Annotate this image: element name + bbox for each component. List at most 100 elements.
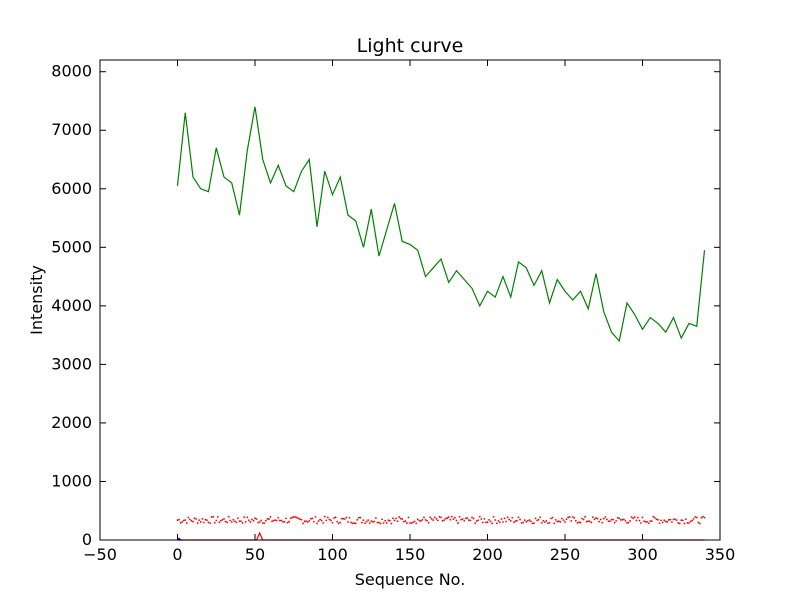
data-point xyxy=(198,519,201,522)
data-point xyxy=(412,521,414,524)
data-point xyxy=(409,522,411,524)
data-point xyxy=(237,517,239,520)
data-point xyxy=(392,517,394,520)
data-point xyxy=(424,518,427,521)
data-point xyxy=(481,521,484,524)
data-point xyxy=(675,519,678,522)
data-point xyxy=(636,516,639,519)
data-point xyxy=(522,521,525,524)
data-point xyxy=(283,521,286,523)
data-point xyxy=(579,521,582,524)
data-point xyxy=(450,515,453,518)
data-point xyxy=(610,518,613,521)
y-tick-label: 8000 xyxy=(51,62,92,81)
data-point xyxy=(525,520,528,523)
data-point xyxy=(543,521,546,523)
data-point xyxy=(230,521,233,523)
data-point xyxy=(204,518,207,521)
data-point xyxy=(333,517,335,519)
data-point xyxy=(548,521,551,524)
data-point xyxy=(468,519,470,521)
data-point xyxy=(275,519,278,522)
x-tick-label: −50 xyxy=(83,545,117,564)
data-point xyxy=(512,521,515,524)
data-point xyxy=(368,522,371,525)
data-point xyxy=(356,518,359,521)
data-point xyxy=(192,520,194,523)
data-point xyxy=(692,517,695,520)
data-point xyxy=(635,519,638,522)
data-point xyxy=(233,520,236,523)
data-point xyxy=(238,520,241,523)
data-point xyxy=(540,521,543,524)
y-tick-label: 4000 xyxy=(51,296,92,315)
data-point xyxy=(437,519,439,522)
data-point xyxy=(325,519,328,522)
data-point xyxy=(571,516,574,518)
data-point xyxy=(258,521,261,523)
data-point xyxy=(419,520,422,522)
data-point xyxy=(674,518,676,520)
x-tick-label: 350 xyxy=(705,545,736,564)
data-point xyxy=(593,518,596,521)
data-point xyxy=(703,516,706,519)
data-point xyxy=(485,521,487,524)
data-point xyxy=(667,519,670,521)
data-point xyxy=(334,516,337,519)
data-point xyxy=(454,516,456,519)
data-point xyxy=(264,519,267,522)
data-point xyxy=(647,522,650,525)
data-point xyxy=(289,517,292,520)
data-point xyxy=(596,517,599,520)
data-point xyxy=(288,520,290,523)
plot-area xyxy=(176,106,706,541)
data-point xyxy=(505,520,507,523)
data-point xyxy=(652,515,655,518)
data-point xyxy=(613,521,616,524)
data-point xyxy=(694,515,697,518)
data-point xyxy=(280,519,283,522)
data-point xyxy=(269,516,272,518)
data-point xyxy=(646,520,649,523)
data-point xyxy=(551,516,554,519)
data-point xyxy=(404,520,407,522)
data-point xyxy=(226,521,229,524)
data-point xyxy=(390,522,393,525)
y-tick-label: 2000 xyxy=(51,413,92,432)
data-point xyxy=(402,520,405,523)
data-point xyxy=(530,520,532,523)
data-point xyxy=(292,515,295,518)
data-point xyxy=(626,522,628,524)
data-point xyxy=(644,520,647,523)
data-point xyxy=(680,519,683,522)
data-point xyxy=(415,522,418,525)
data-point xyxy=(681,519,684,522)
data-point xyxy=(531,522,534,525)
data-point xyxy=(393,519,396,522)
data-point xyxy=(588,520,591,523)
data-point xyxy=(514,520,517,523)
data-point xyxy=(220,519,222,522)
y-tick-label: 5000 xyxy=(51,237,92,256)
data-point xyxy=(252,519,255,522)
data-point xyxy=(678,522,681,525)
data-point xyxy=(202,521,205,524)
data-point xyxy=(534,517,537,520)
data-point xyxy=(691,519,693,522)
data-point xyxy=(272,519,275,522)
data-point xyxy=(384,519,387,522)
data-point xyxy=(353,522,356,524)
data-point xyxy=(702,515,704,518)
data-point xyxy=(294,516,297,518)
y-tick-label: 0 xyxy=(82,530,92,549)
data-point xyxy=(643,520,645,523)
data-point xyxy=(469,519,472,522)
data-point xyxy=(235,521,238,524)
data-point xyxy=(700,516,703,519)
data-point xyxy=(615,519,618,522)
data-point xyxy=(663,519,666,522)
data-point xyxy=(539,516,542,519)
data-point xyxy=(466,517,469,520)
data-point xyxy=(286,521,289,524)
